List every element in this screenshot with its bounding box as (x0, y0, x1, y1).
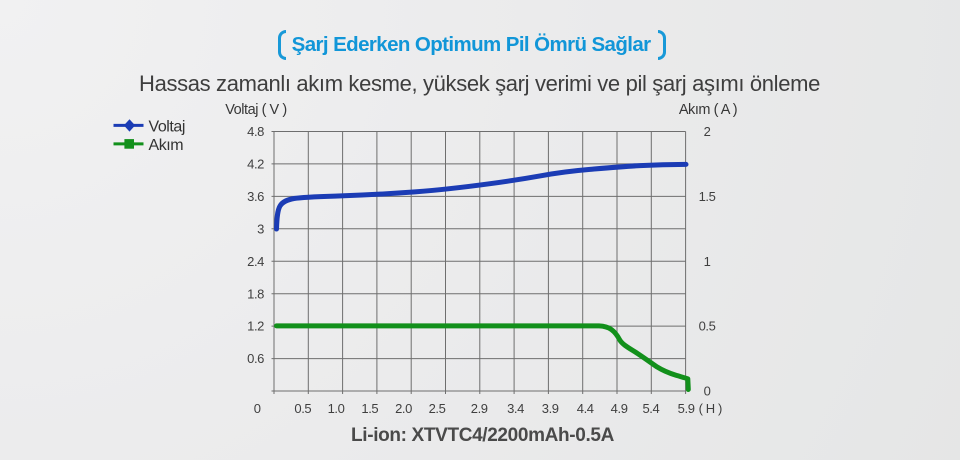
svg-text:0.5: 0.5 (294, 401, 311, 416)
svg-text:1: 1 (704, 254, 711, 269)
svg-text:1.5: 1.5 (699, 189, 716, 204)
svg-text:4.4: 4.4 (577, 401, 594, 416)
svg-text:Akım: Akım (149, 137, 184, 154)
svg-text:( H ): ( H ) (699, 401, 722, 416)
svg-text:3.9: 3.9 (542, 401, 559, 416)
svg-text:2: 2 (704, 124, 711, 139)
svg-text:Akım ( A ): Akım ( A ) (679, 102, 737, 118)
svg-text:3.4: 3.4 (507, 401, 524, 416)
svg-text:0.6: 0.6 (247, 351, 264, 366)
svg-text:1.8: 1.8 (247, 286, 264, 301)
svg-text:4.9: 4.9 (611, 401, 628, 416)
svg-text:4.2: 4.2 (247, 157, 264, 172)
svg-text:2.5: 2.5 (429, 401, 446, 416)
svg-text:2.4: 2.4 (247, 254, 264, 269)
svg-text:3: 3 (257, 221, 264, 236)
svg-text:1.0: 1.0 (328, 401, 345, 416)
svg-text:2.9: 2.9 (471, 401, 488, 416)
svg-text:Voltaj ( V ): Voltaj ( V ) (225, 102, 287, 118)
svg-text:Voltaj: Voltaj (149, 119, 185, 136)
svg-text:0: 0 (254, 401, 261, 416)
svg-text:3.6: 3.6 (247, 189, 264, 204)
svg-text:4.8: 4.8 (247, 124, 264, 139)
svg-text:5.4: 5.4 (642, 401, 659, 416)
svg-text:1.2: 1.2 (247, 319, 264, 334)
svg-text:1.5: 1.5 (361, 401, 378, 416)
svg-text:0.5: 0.5 (699, 319, 716, 334)
svg-text:5.9: 5.9 (678, 401, 695, 416)
svg-text:2.0: 2.0 (395, 401, 412, 416)
svg-text:0: 0 (704, 384, 711, 399)
